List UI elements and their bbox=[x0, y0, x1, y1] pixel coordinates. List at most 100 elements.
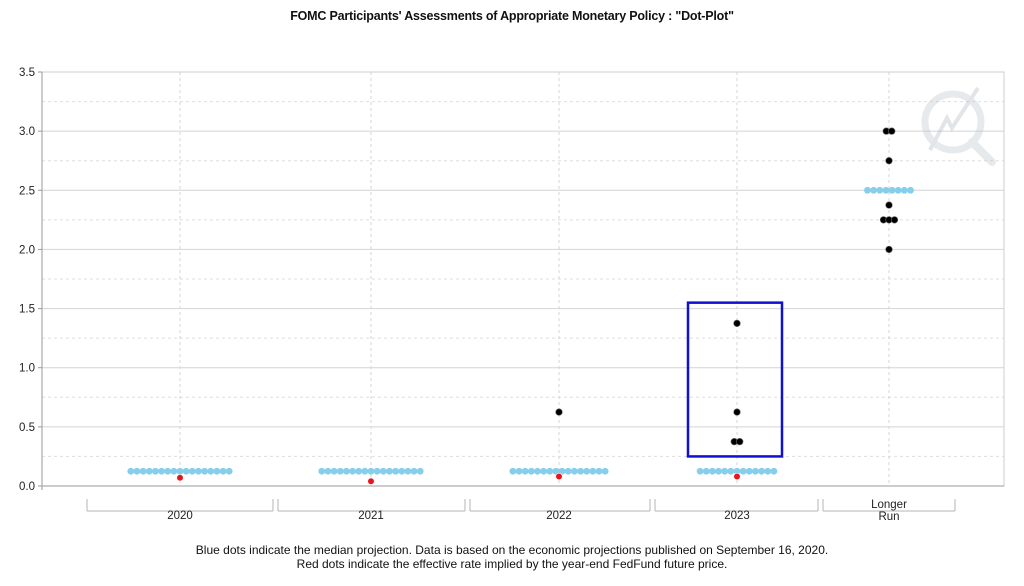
y-tick-label: 0.0 bbox=[19, 481, 35, 493]
median-dot bbox=[907, 186, 914, 194]
median-dot bbox=[900, 186, 908, 194]
x-category-label: Longer bbox=[871, 499, 907, 511]
median-dot bbox=[164, 467, 172, 475]
median-dot bbox=[595, 467, 603, 475]
y-tick-label: 3.5 bbox=[19, 67, 35, 79]
median-dot bbox=[589, 467, 597, 475]
chart-title: FOMC Participants' Assessments of Approp… bbox=[290, 9, 734, 23]
median-dot bbox=[696, 467, 704, 475]
participant-dot bbox=[885, 157, 893, 165]
category-bracket bbox=[469, 499, 651, 512]
median-dot bbox=[225, 467, 233, 475]
y-tick-label: 2.5 bbox=[19, 185, 35, 197]
median-dot bbox=[509, 467, 517, 475]
participant-dot bbox=[885, 201, 893, 209]
y-tick-label: 0.5 bbox=[19, 422, 35, 434]
median-dot bbox=[864, 186, 871, 194]
effective-rate-dot bbox=[733, 472, 741, 481]
median-dot bbox=[361, 467, 369, 475]
watermark-logo-icon bbox=[921, 86, 996, 166]
median-dot bbox=[133, 467, 141, 475]
effective-rate-dot bbox=[555, 472, 563, 481]
median-dot bbox=[876, 186, 884, 194]
median-dot bbox=[416, 467, 424, 475]
median-dot bbox=[158, 467, 165, 475]
x-category-label: 2022 bbox=[546, 510, 572, 522]
median-dot bbox=[521, 467, 529, 475]
y-tick-label: 2.0 bbox=[19, 244, 35, 256]
median-dot bbox=[515, 467, 523, 475]
median-dot bbox=[709, 467, 716, 475]
participant-dot bbox=[733, 408, 741, 416]
median-dot bbox=[894, 186, 902, 194]
highlight-rectangle bbox=[686, 301, 784, 458]
grid-lines bbox=[42, 72, 1004, 486]
median-dot bbox=[752, 467, 759, 475]
category-bracket bbox=[822, 499, 956, 512]
median-dot bbox=[558, 467, 566, 475]
footnote-median: Blue dots indicate the median projection… bbox=[195, 543, 829, 557]
median-dot bbox=[379, 467, 387, 475]
median-dot bbox=[534, 467, 541, 475]
median-dot bbox=[373, 467, 381, 475]
median-dot bbox=[219, 467, 227, 475]
category-bracket bbox=[86, 499, 274, 512]
median-dot bbox=[386, 467, 393, 475]
tick-labels: 0.0 0.5 1.0 1.5 2.0 2.5 3.0 3.5 2020 2021 2022 2023… bbox=[19, 67, 956, 523]
median-dot bbox=[195, 467, 202, 475]
median-dot bbox=[552, 467, 560, 475]
median-dot bbox=[540, 467, 548, 475]
participant-dot bbox=[888, 127, 896, 135]
median-dot bbox=[770, 467, 778, 475]
x-category-label: 2020 bbox=[167, 510, 193, 522]
median-dot bbox=[888, 186, 896, 194]
median-dot bbox=[349, 467, 356, 475]
median-dot bbox=[392, 467, 399, 475]
participant-dot bbox=[555, 408, 563, 416]
participant-dot bbox=[733, 319, 741, 327]
median-dot bbox=[601, 467, 609, 475]
median-dot bbox=[170, 467, 178, 475]
y-tick-label: 3.0 bbox=[19, 126, 35, 138]
median-dot bbox=[343, 467, 350, 475]
axes bbox=[38, 71, 1005, 490]
median-dot bbox=[870, 186, 878, 194]
footnote-effective-rate: Red dots indicate the effective rate imp… bbox=[296, 557, 728, 571]
category-bracket bbox=[654, 499, 819, 512]
median-dot bbox=[182, 467, 190, 475]
median-dot bbox=[213, 467, 221, 475]
median-dot bbox=[207, 467, 215, 475]
median-dot bbox=[318, 467, 326, 475]
participant-dot bbox=[890, 216, 899, 224]
y-tick-label: 1.5 bbox=[19, 304, 35, 316]
median-dot bbox=[367, 467, 375, 475]
median-dot bbox=[764, 467, 772, 475]
median-dot bbox=[546, 467, 554, 475]
median-dot bbox=[564, 467, 572, 475]
median-dot bbox=[324, 467, 332, 475]
median-dot bbox=[201, 467, 209, 475]
median-dot bbox=[739, 467, 747, 475]
median-dot bbox=[882, 186, 890, 194]
median-dot bbox=[745, 467, 753, 475]
participant-dot bbox=[736, 438, 744, 446]
x-category-label: Run bbox=[878, 511, 899, 523]
median-dot bbox=[570, 467, 578, 475]
median-dot bbox=[355, 467, 363, 475]
median-dot bbox=[330, 467, 338, 475]
median-dot bbox=[127, 467, 135, 475]
x-category-label: 2021 bbox=[358, 510, 384, 522]
participant-dot bbox=[885, 245, 893, 254]
median-dot bbox=[152, 467, 159, 475]
median-dot bbox=[139, 467, 147, 475]
median-dot bbox=[583, 467, 591, 475]
median-dot bbox=[176, 467, 184, 475]
median-dot bbox=[715, 467, 722, 475]
median-dot bbox=[398, 467, 406, 475]
x-category-label: 2023 bbox=[724, 510, 750, 522]
median-dot bbox=[733, 467, 741, 475]
data-points bbox=[127, 127, 914, 485]
median-dot bbox=[410, 467, 418, 475]
median-dot bbox=[758, 467, 765, 475]
median-dot bbox=[404, 467, 412, 475]
